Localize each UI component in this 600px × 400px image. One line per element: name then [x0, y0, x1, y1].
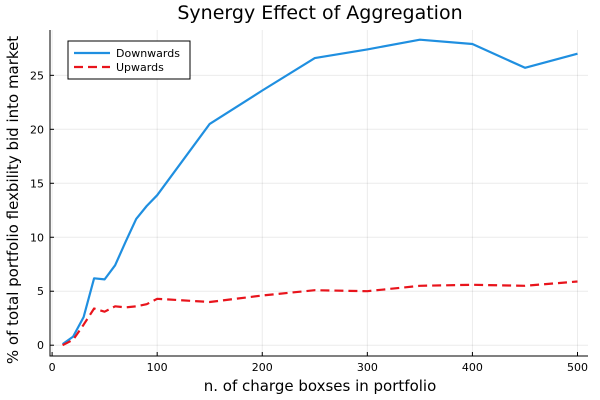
x-axis-ticks: 0 100 200 300 400 500: [49, 352, 588, 374]
series-line-upwards: [62, 280, 578, 347]
y-axis-ticks: 0 5 10 15 20 25: [30, 69, 54, 352]
x-tick-label: 500: [567, 361, 588, 374]
chart-title: Synergy Effect of Aggregation: [177, 2, 462, 24]
y-axis-label: % of total portfolio flexbility bid into…: [4, 36, 22, 364]
series-layer: [61, 38, 578, 347]
y-tick-label: 10: [30, 231, 44, 244]
plot-frame: [49, 30, 588, 357]
series-line-downwards: [61, 38, 578, 345]
legend-label: Downwards: [116, 47, 180, 60]
x-tick-label: 400: [462, 361, 483, 374]
x-axis-label: n. of charge boxses in portfolio: [204, 377, 437, 395]
legend-box: [67, 40, 191, 80]
x-tick-label: 300: [357, 361, 378, 374]
x-tick-label: 200: [252, 361, 273, 374]
legend-label: Upwards: [116, 61, 164, 74]
x-tick-label: 100: [147, 361, 168, 374]
y-tick-label: 5: [37, 285, 44, 298]
x-tick-label: 0: [49, 361, 56, 374]
y-tick-label: 15: [30, 177, 44, 190]
y-tick-label: 0: [37, 339, 44, 352]
y-tick-label: 20: [30, 123, 44, 136]
y-tick-label: 25: [30, 69, 44, 82]
